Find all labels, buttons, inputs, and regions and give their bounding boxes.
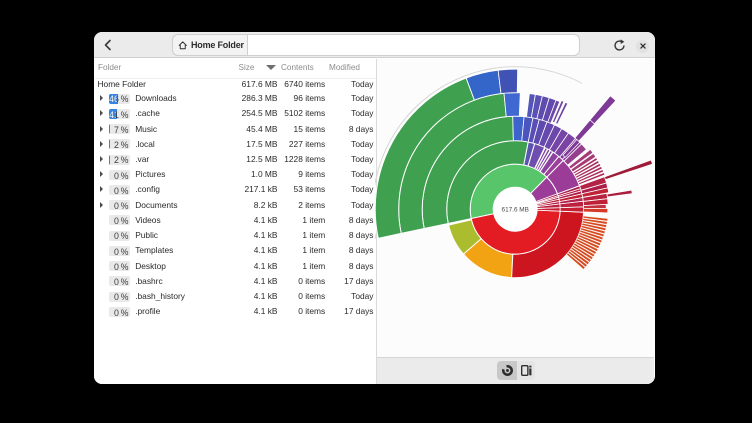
svg-text:617.6 MB: 617.6 MB bbox=[502, 206, 529, 213]
